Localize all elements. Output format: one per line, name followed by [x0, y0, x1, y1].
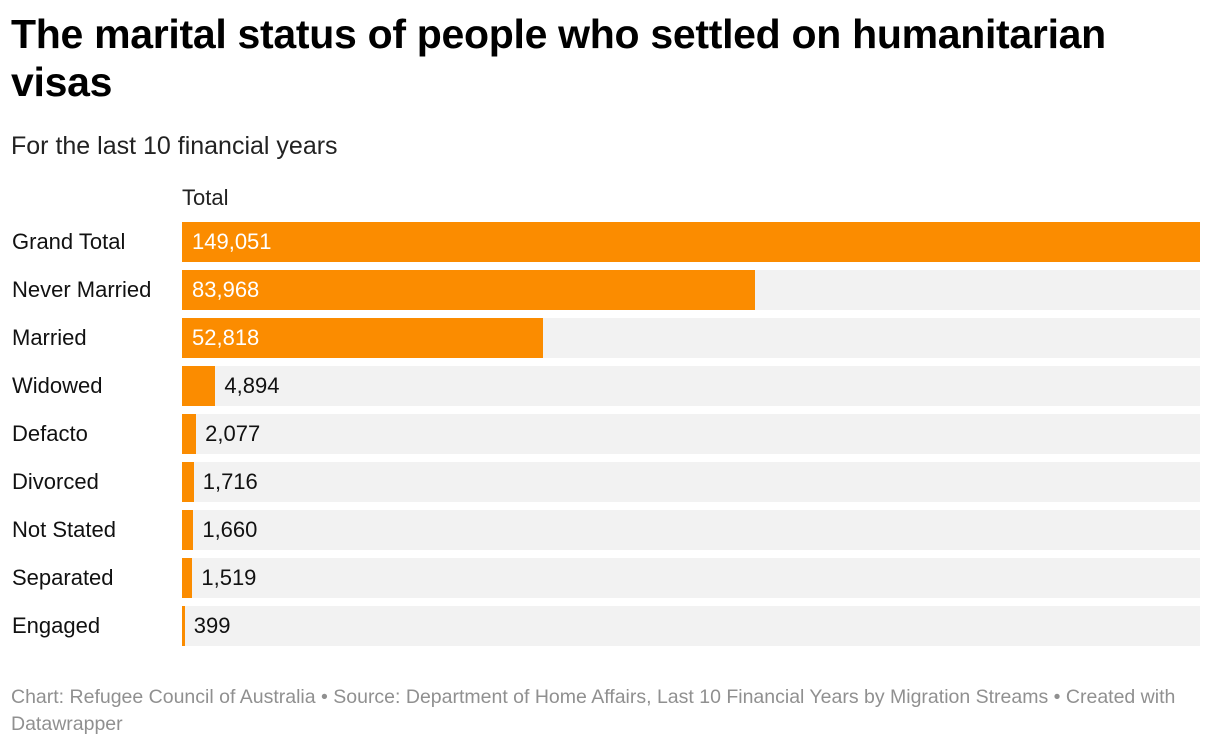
- category-label: Grand Total: [12, 229, 126, 254]
- value-label: 4,894: [224, 373, 280, 398]
- bar-row: Widowed 4,894: [0, 366, 1220, 406]
- category-label: Engaged: [12, 613, 101, 638]
- bar: [182, 510, 194, 550]
- bar-row: Never Married 83,968: [0, 270, 1220, 310]
- bar-track: 399: [182, 606, 1200, 646]
- value-label: 1,519: [201, 565, 257, 590]
- chart-footer: Chart: Refugee Council of Australia • So…: [11, 686, 1176, 735]
- value-label: 52,818: [192, 325, 260, 350]
- category-label: Separated: [12, 565, 114, 590]
- bar: [182, 366, 216, 406]
- bar-track: 1,660: [182, 510, 1200, 550]
- category-label: Defacto: [12, 421, 88, 446]
- value-label: 83,968: [192, 277, 260, 302]
- category-label: Divorced: [12, 469, 99, 494]
- bar-row: Engaged 399: [0, 606, 1220, 646]
- value-label: 2,077: [205, 421, 261, 446]
- bar-row: Separated 1,519: [0, 558, 1220, 598]
- category-label: Never Married: [12, 277, 152, 302]
- bar: [182, 318, 543, 358]
- chart-subtitle: For the last 10 financial years: [11, 132, 338, 160]
- category-label: Widowed: [12, 373, 103, 398]
- category-label: Married: [12, 325, 87, 350]
- value-label: 149,051: [192, 229, 272, 254]
- bar-row: Defacto 2,077: [0, 414, 1220, 454]
- bar-track: 1,716: [182, 462, 1200, 502]
- bar-row: Married 52,818: [0, 318, 1220, 358]
- bar: [182, 558, 193, 598]
- chart-title: The marital status of people who settled…: [11, 11, 1106, 105]
- bar-track: 1,519: [182, 558, 1200, 598]
- bar: [182, 222, 1200, 262]
- bar-row: Grand Total 149,051: [0, 222, 1220, 262]
- category-label: Not Stated: [12, 517, 116, 542]
- column-header: Total: [182, 185, 229, 210]
- bar: [182, 462, 194, 502]
- value-label: 1,716: [202, 469, 258, 494]
- value-label: 1,660: [202, 517, 258, 542]
- bar-row: Divorced 1,716: [0, 462, 1220, 502]
- bar: [182, 606, 185, 646]
- bar: [182, 414, 197, 454]
- bar-track: 2,077: [182, 414, 1200, 454]
- bar: [182, 270, 756, 310]
- bar-track: 149,051: [182, 222, 1200, 262]
- bar-track: 83,968: [182, 270, 1200, 310]
- bar-row: Not Stated 1,660: [0, 510, 1220, 550]
- bar-track: 52,818: [182, 318, 1200, 358]
- value-label: 399: [193, 613, 231, 638]
- bar-track: 4,894: [182, 366, 1200, 406]
